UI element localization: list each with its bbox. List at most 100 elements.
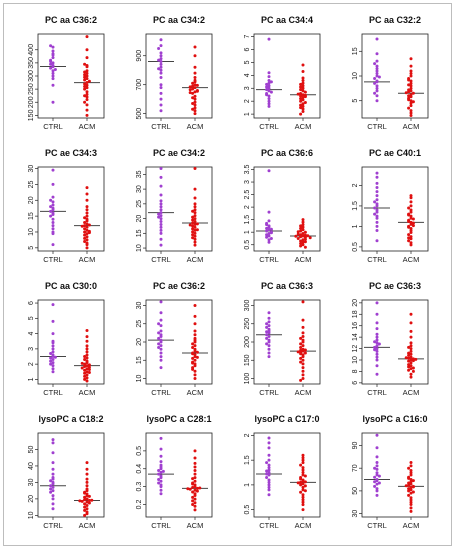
data-point bbox=[157, 215, 161, 219]
data-point bbox=[193, 469, 197, 473]
data-point bbox=[296, 350, 300, 354]
data-point bbox=[375, 312, 379, 316]
data-point bbox=[85, 477, 89, 481]
y-tick-label: 10 bbox=[352, 356, 359, 364]
x-tick-label: ACM bbox=[79, 388, 96, 397]
data-point bbox=[193, 329, 197, 333]
data-point bbox=[159, 109, 163, 113]
data-point bbox=[409, 485, 413, 489]
data-point bbox=[267, 473, 271, 477]
data-point bbox=[85, 225, 89, 229]
data-point bbox=[409, 84, 413, 88]
data-point bbox=[409, 509, 413, 513]
data-point bbox=[193, 349, 197, 353]
data-point bbox=[375, 198, 379, 202]
data-point bbox=[409, 478, 413, 482]
data-point bbox=[301, 369, 305, 373]
data-point bbox=[159, 57, 163, 61]
data-point bbox=[407, 359, 411, 363]
data-point bbox=[267, 436, 271, 440]
data-point bbox=[409, 237, 413, 241]
data-point bbox=[409, 104, 413, 108]
data-point bbox=[193, 90, 197, 94]
data-point bbox=[85, 219, 89, 223]
y-tick-label: 35 bbox=[136, 170, 143, 178]
data-point bbox=[193, 220, 197, 224]
data-point bbox=[159, 86, 163, 90]
data-point bbox=[159, 324, 163, 328]
data-point bbox=[51, 451, 55, 455]
data-point bbox=[85, 81, 89, 85]
data-point bbox=[83, 73, 87, 77]
data-point bbox=[51, 467, 55, 471]
data-point bbox=[193, 83, 197, 87]
data-point bbox=[407, 481, 411, 485]
data-point bbox=[85, 356, 89, 360]
data-point bbox=[193, 196, 197, 200]
data-point bbox=[301, 89, 305, 93]
data-point bbox=[373, 76, 377, 80]
y-tick-label: 350 bbox=[28, 57, 35, 69]
x-tick-label: CTRL bbox=[259, 388, 279, 397]
data-point bbox=[265, 82, 269, 86]
data-point bbox=[159, 454, 163, 458]
data-point bbox=[85, 507, 89, 511]
data-point bbox=[411, 479, 415, 483]
data-point bbox=[193, 338, 197, 342]
data-point bbox=[409, 109, 413, 113]
data-point bbox=[409, 57, 413, 61]
data-point bbox=[191, 482, 195, 486]
data-point bbox=[80, 499, 84, 503]
data-point bbox=[375, 208, 379, 212]
data-point bbox=[409, 335, 413, 339]
data-point bbox=[409, 220, 413, 224]
data-point bbox=[83, 508, 87, 512]
chart-panel: lysoPC a C28:1 0.2 0.3 0.4 0.5 CTRL ACM bbox=[136, 414, 213, 530]
data-point bbox=[85, 512, 89, 516]
y-tick-label: 20 bbox=[136, 215, 143, 223]
data-point bbox=[83, 358, 87, 362]
data-point bbox=[191, 221, 195, 225]
data-point bbox=[267, 81, 271, 85]
data-point bbox=[195, 355, 199, 359]
data-point bbox=[299, 97, 303, 101]
data-point bbox=[301, 325, 305, 329]
data-point bbox=[193, 377, 197, 381]
data-point bbox=[411, 485, 415, 489]
data-point bbox=[85, 500, 89, 504]
data-point bbox=[375, 479, 379, 483]
data-point bbox=[87, 363, 91, 367]
data-point bbox=[83, 85, 87, 88]
data-point bbox=[49, 198, 53, 202]
data-point bbox=[157, 469, 161, 473]
data-point bbox=[159, 436, 163, 440]
data-point bbox=[301, 98, 305, 102]
data-point bbox=[409, 355, 413, 359]
data-point bbox=[303, 351, 307, 355]
data-point bbox=[157, 345, 161, 349]
data-point bbox=[267, 231, 271, 235]
data-point bbox=[83, 513, 87, 517]
data-point bbox=[301, 355, 305, 359]
data-point bbox=[83, 368, 87, 372]
y-tick-label: 20 bbox=[136, 338, 143, 346]
data-point bbox=[267, 169, 271, 173]
plot-box bbox=[253, 432, 321, 518]
data-point bbox=[375, 352, 379, 356]
data-point bbox=[409, 235, 413, 239]
data-point bbox=[375, 67, 379, 71]
y-tick-label: 1 bbox=[352, 224, 359, 228]
data-point bbox=[375, 214, 379, 218]
data-point bbox=[159, 71, 163, 75]
data-point bbox=[193, 208, 197, 212]
data-point bbox=[191, 345, 195, 349]
chart-title: PC aa C36:2 bbox=[45, 15, 97, 25]
data-point bbox=[159, 488, 163, 492]
data-point bbox=[193, 449, 197, 453]
plot-box bbox=[361, 166, 429, 252]
data-point bbox=[303, 230, 307, 234]
data-point bbox=[159, 175, 163, 179]
data-point bbox=[375, 37, 379, 41]
data-point bbox=[193, 461, 197, 465]
